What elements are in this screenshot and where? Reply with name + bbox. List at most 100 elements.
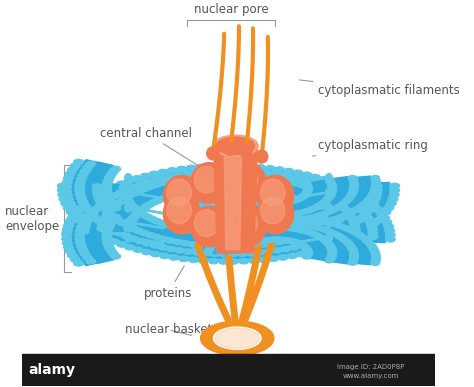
Ellipse shape bbox=[78, 221, 88, 226]
Ellipse shape bbox=[105, 175, 114, 180]
Ellipse shape bbox=[206, 177, 215, 182]
Ellipse shape bbox=[219, 185, 228, 190]
Ellipse shape bbox=[270, 237, 279, 242]
Ellipse shape bbox=[92, 184, 102, 189]
Ellipse shape bbox=[317, 196, 326, 201]
Ellipse shape bbox=[274, 167, 284, 172]
Ellipse shape bbox=[100, 211, 110, 216]
Ellipse shape bbox=[114, 214, 123, 220]
Ellipse shape bbox=[365, 207, 374, 212]
Ellipse shape bbox=[341, 226, 349, 230]
Ellipse shape bbox=[217, 249, 225, 254]
Ellipse shape bbox=[229, 197, 238, 202]
Polygon shape bbox=[212, 225, 350, 264]
Ellipse shape bbox=[347, 183, 356, 187]
Ellipse shape bbox=[342, 199, 351, 204]
Ellipse shape bbox=[341, 234, 351, 239]
Ellipse shape bbox=[256, 222, 265, 227]
Ellipse shape bbox=[308, 238, 316, 242]
Ellipse shape bbox=[324, 249, 333, 254]
Ellipse shape bbox=[80, 203, 90, 209]
Ellipse shape bbox=[340, 194, 349, 200]
Ellipse shape bbox=[95, 217, 104, 223]
Ellipse shape bbox=[190, 184, 199, 189]
Ellipse shape bbox=[338, 204, 347, 209]
Ellipse shape bbox=[277, 212, 285, 217]
Ellipse shape bbox=[192, 178, 202, 183]
Ellipse shape bbox=[326, 243, 334, 248]
Ellipse shape bbox=[125, 245, 135, 250]
Ellipse shape bbox=[271, 176, 281, 181]
Ellipse shape bbox=[324, 196, 333, 201]
Ellipse shape bbox=[359, 195, 369, 201]
Ellipse shape bbox=[277, 173, 287, 178]
Ellipse shape bbox=[246, 183, 256, 188]
Ellipse shape bbox=[295, 235, 305, 240]
Ellipse shape bbox=[69, 214, 78, 219]
Ellipse shape bbox=[149, 178, 159, 183]
Ellipse shape bbox=[264, 238, 273, 242]
Ellipse shape bbox=[328, 247, 336, 252]
Ellipse shape bbox=[292, 238, 302, 243]
Ellipse shape bbox=[127, 203, 137, 208]
Ellipse shape bbox=[99, 256, 109, 261]
Ellipse shape bbox=[191, 163, 228, 203]
Ellipse shape bbox=[76, 195, 86, 201]
Ellipse shape bbox=[92, 205, 101, 211]
Ellipse shape bbox=[202, 173, 212, 178]
Ellipse shape bbox=[347, 177, 356, 182]
Ellipse shape bbox=[194, 244, 204, 250]
Ellipse shape bbox=[377, 211, 386, 216]
Ellipse shape bbox=[296, 185, 306, 191]
Ellipse shape bbox=[226, 176, 235, 182]
Ellipse shape bbox=[177, 234, 186, 240]
Ellipse shape bbox=[233, 222, 242, 226]
Ellipse shape bbox=[250, 200, 259, 204]
Ellipse shape bbox=[283, 221, 292, 226]
Ellipse shape bbox=[325, 223, 335, 228]
Ellipse shape bbox=[189, 257, 198, 262]
Ellipse shape bbox=[264, 227, 273, 233]
Ellipse shape bbox=[292, 192, 302, 197]
Ellipse shape bbox=[319, 236, 329, 241]
Polygon shape bbox=[102, 184, 355, 244]
Ellipse shape bbox=[349, 178, 357, 182]
Ellipse shape bbox=[300, 236, 309, 241]
Ellipse shape bbox=[218, 245, 227, 249]
Ellipse shape bbox=[256, 236, 266, 241]
Ellipse shape bbox=[303, 183, 311, 187]
Ellipse shape bbox=[327, 192, 337, 198]
Ellipse shape bbox=[280, 207, 289, 211]
Ellipse shape bbox=[247, 217, 255, 222]
Ellipse shape bbox=[246, 228, 255, 233]
Ellipse shape bbox=[153, 198, 163, 203]
Ellipse shape bbox=[341, 231, 351, 236]
Ellipse shape bbox=[332, 200, 341, 205]
Ellipse shape bbox=[255, 150, 268, 163]
Ellipse shape bbox=[307, 207, 316, 212]
Ellipse shape bbox=[94, 218, 103, 223]
Ellipse shape bbox=[297, 242, 306, 247]
Ellipse shape bbox=[255, 165, 265, 170]
Ellipse shape bbox=[219, 187, 228, 192]
Ellipse shape bbox=[96, 203, 105, 208]
Ellipse shape bbox=[261, 207, 270, 211]
Ellipse shape bbox=[264, 175, 273, 180]
Ellipse shape bbox=[265, 225, 273, 230]
Ellipse shape bbox=[242, 197, 250, 202]
Ellipse shape bbox=[83, 217, 93, 223]
Ellipse shape bbox=[220, 231, 230, 236]
Ellipse shape bbox=[170, 241, 180, 246]
Ellipse shape bbox=[278, 233, 286, 238]
Ellipse shape bbox=[117, 242, 127, 247]
Ellipse shape bbox=[306, 249, 315, 255]
Ellipse shape bbox=[128, 191, 138, 196]
Ellipse shape bbox=[281, 212, 290, 217]
Ellipse shape bbox=[300, 223, 309, 228]
Ellipse shape bbox=[326, 214, 336, 219]
Ellipse shape bbox=[280, 201, 289, 205]
Ellipse shape bbox=[324, 248, 332, 253]
Ellipse shape bbox=[128, 216, 137, 221]
Ellipse shape bbox=[308, 224, 317, 229]
Ellipse shape bbox=[347, 188, 357, 194]
